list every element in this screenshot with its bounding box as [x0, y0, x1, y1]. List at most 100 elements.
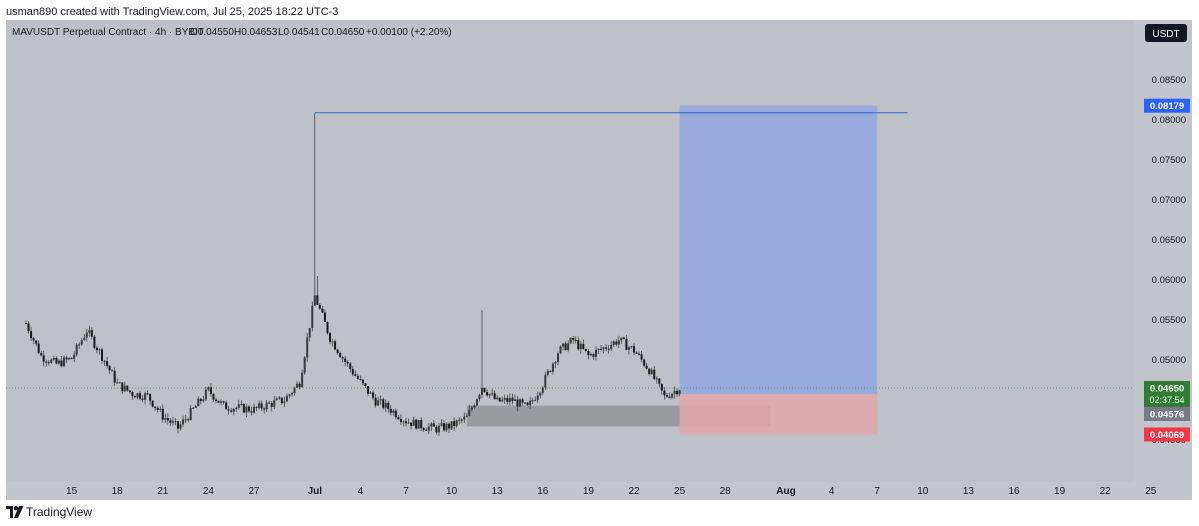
candle-body: [232, 408, 235, 412]
candle-body: [240, 403, 243, 405]
candle-body: [291, 393, 293, 395]
candle-body: [308, 327, 311, 338]
candle-body: [230, 410, 233, 412]
time-tick-label: Jul: [308, 486, 323, 497]
candle-body: [141, 398, 144, 400]
chart-panel[interactable]: MAVUSDT Perpetual Contract · 4h · BYBIT …: [6, 20, 1192, 500]
candle-body: [111, 370, 114, 372]
candle-body: [321, 308, 324, 313]
candle-body: [660, 383, 663, 391]
candle-body: [536, 395, 539, 400]
candle-body: [473, 405, 476, 408]
candle-body: [57, 360, 60, 364]
candles-layer: [25, 112, 681, 437]
candle-body: [37, 343, 40, 354]
position-zones: [466, 105, 878, 435]
legend-low: L0.04541: [278, 27, 320, 38]
candle-body: [501, 399, 504, 402]
time-tick-label: 25: [674, 486, 686, 497]
candle-body: [98, 349, 101, 351]
candle-body: [377, 400, 380, 406]
candle-body: [174, 421, 177, 423]
candle-body: [678, 390, 681, 395]
stop-loss-zone[interactable]: [679, 393, 878, 435]
candle-body: [247, 406, 250, 412]
candle-body: [149, 393, 152, 401]
candle-body: [564, 343, 567, 351]
candle-body: [55, 358, 58, 364]
candle-body: [399, 419, 402, 422]
candle-body: [88, 330, 91, 333]
candle-body: [412, 419, 415, 426]
candle-body: [427, 426, 430, 431]
candle-body: [587, 350, 590, 356]
candle-body: [658, 378, 661, 384]
candle-body: [625, 338, 628, 350]
candle-body: [572, 337, 575, 340]
time-tick-label: 10: [917, 486, 929, 497]
candle-body: [73, 354, 76, 359]
chart-attribution: usman890 created with TradingView.com, J…: [6, 6, 339, 18]
candle-body: [526, 402, 529, 406]
candle-body: [90, 330, 93, 337]
time-tick-label: 16: [1008, 486, 1020, 497]
candle-body: [665, 395, 668, 397]
candle-body: [407, 422, 410, 424]
candle-body: [569, 337, 572, 344]
candle-body: [589, 353, 592, 356]
time-axis[interactable]: 15 18 21 24 27 Jul 4 7 10 13 16 19 22 25 28 Aug 4 7 10 13 16…: [66, 486, 1157, 497]
price-tick-label: 0.05500: [1152, 315, 1186, 326]
candle-body: [265, 402, 268, 410]
candle-body: [663, 390, 666, 396]
candle-body: [139, 393, 141, 399]
candle-body: [303, 357, 306, 373]
candle-body: [35, 340, 38, 344]
candle-body: [483, 387, 486, 393]
candle-body: [32, 338, 35, 341]
candle-body: [296, 383, 299, 388]
candle-body: [351, 368, 354, 375]
candle-body: [106, 361, 109, 366]
candle-body: [179, 424, 182, 429]
candle-body: [615, 341, 618, 345]
candle-body: [468, 409, 471, 416]
currency-label: USDT: [1152, 29, 1179, 40]
candle-body: [242, 403, 245, 413]
candle-body: [425, 429, 428, 431]
candle-body: [164, 418, 167, 420]
target-profit-zone[interactable]: [679, 105, 878, 394]
candle-body: [123, 385, 126, 392]
candle-body: [116, 382, 119, 384]
candle-body: [559, 346, 562, 354]
candle-body: [182, 419, 185, 425]
candle-body: [68, 357, 71, 360]
candle-body: [133, 396, 136, 398]
candle-body: [212, 393, 215, 400]
time-tick-label: 19: [1054, 486, 1066, 497]
candle-body: [169, 420, 172, 423]
candle-body: [336, 349, 339, 354]
candle-body: [612, 341, 615, 345]
candle-body: [225, 402, 228, 410]
candle-body: [453, 421, 456, 427]
candle-body: [481, 387, 483, 395]
time-tick-label: 4: [829, 486, 835, 497]
legend-symbol: MAVUSDT Perpetual Contract · 4h · BYBIT: [12, 27, 204, 38]
candle-body: [420, 420, 423, 429]
candle-body: [635, 352, 638, 354]
candle-body: [83, 337, 86, 341]
candle-body: [220, 401, 223, 403]
candle-body: [227, 409, 230, 411]
candle-body: [156, 407, 159, 410]
candle-body: [511, 397, 514, 401]
candle-body: [372, 392, 375, 398]
candle-body: [630, 346, 633, 348]
candle-body: [40, 353, 43, 356]
time-tick-label: 22: [628, 486, 640, 497]
time-tick-label: 19: [583, 486, 595, 497]
candle-body: [78, 344, 81, 346]
current-price-badge-label: 0.04650: [1150, 384, 1184, 395]
price-chart[interactable]: MAVUSDT Perpetual Contract · 4h · BYBIT …: [6, 20, 1192, 500]
currency-button[interactable]: USDT: [1145, 24, 1187, 42]
candle-body: [488, 393, 491, 396]
